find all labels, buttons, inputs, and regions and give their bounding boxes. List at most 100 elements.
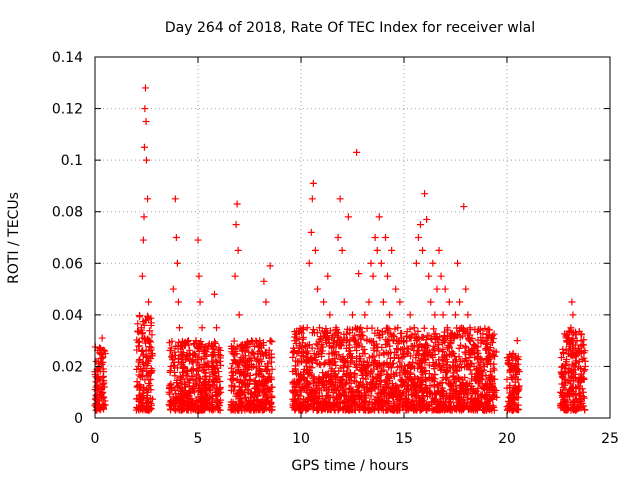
data-point [252, 383, 260, 391]
data-point [389, 393, 397, 401]
data-point [259, 352, 267, 360]
data-point [569, 335, 577, 343]
data-point [361, 311, 369, 319]
data-point [422, 384, 430, 392]
data-point [183, 405, 191, 413]
data-point [581, 347, 589, 355]
data-point [323, 329, 331, 337]
data-point [179, 368, 187, 376]
data-point [457, 341, 465, 349]
data-point [175, 324, 183, 332]
data-point [174, 298, 182, 306]
data-point [235, 311, 243, 319]
data-point [167, 384, 175, 392]
data-point [370, 353, 378, 361]
data-point [328, 350, 336, 358]
x-tick-label: 25 [601, 431, 619, 447]
data-point [332, 348, 340, 356]
data-point [425, 401, 433, 409]
data-point [487, 339, 495, 347]
data-point [228, 403, 236, 411]
plot-frame [94, 56, 611, 419]
data-point [177, 374, 185, 382]
data-point [316, 324, 324, 332]
data-point [352, 378, 360, 386]
data-point [294, 379, 302, 387]
data-point [442, 403, 450, 411]
data-point [217, 361, 225, 369]
data-point [268, 338, 276, 346]
data-point [208, 357, 216, 365]
data-point [237, 342, 245, 350]
data-point [421, 352, 429, 360]
data-point [302, 342, 310, 350]
data-point [179, 402, 187, 410]
y-tick-label: 0.02 [52, 359, 83, 375]
data-point [200, 350, 208, 358]
data-point [455, 353, 463, 361]
data-point [390, 337, 398, 345]
data-point [340, 391, 348, 399]
data-point [561, 375, 569, 383]
data-point [260, 277, 268, 285]
data-point [165, 388, 173, 396]
data-point [259, 395, 267, 403]
data-point [353, 340, 361, 348]
data-point [334, 402, 342, 410]
data-point [140, 384, 148, 392]
data-point [334, 234, 342, 241]
data-point [398, 362, 406, 370]
data-point [358, 343, 366, 351]
data-point [445, 395, 453, 403]
data-point [304, 401, 312, 409]
data-point [435, 356, 443, 364]
data-point [299, 405, 307, 413]
data-point [422, 356, 430, 364]
data-point [146, 382, 154, 390]
data-point [572, 359, 580, 367]
data-point [371, 358, 379, 366]
data-point [309, 326, 317, 334]
data-point [230, 387, 238, 395]
data-point [330, 368, 338, 376]
data-point [436, 362, 444, 370]
data-point [169, 356, 177, 364]
data-point [194, 236, 202, 244]
data-point [371, 234, 379, 241]
data-point [178, 351, 186, 359]
data-point [142, 353, 150, 361]
data-point [402, 375, 410, 383]
data-point [254, 350, 262, 358]
data-point [309, 379, 317, 387]
data-point [315, 360, 323, 368]
data-point [413, 335, 421, 343]
data-point [373, 246, 381, 254]
data-point [236, 356, 244, 364]
data-point [468, 350, 476, 358]
data-point [351, 400, 359, 408]
data-point [134, 362, 142, 370]
data-point [138, 367, 146, 375]
data-point [255, 388, 263, 396]
data-point [509, 372, 517, 380]
data-point [492, 348, 500, 356]
data-point [262, 404, 270, 412]
data-point [139, 318, 147, 326]
data-point [490, 366, 498, 374]
data-point [569, 377, 577, 385]
data-point [474, 350, 482, 358]
data-point [394, 324, 402, 332]
data-point [461, 355, 469, 363]
data-point [303, 404, 311, 412]
y-axis-title: ROTI / TECUs [6, 192, 22, 284]
x-tick-label: 15 [395, 431, 413, 447]
data-point [575, 363, 583, 371]
data-point [172, 351, 180, 359]
data-point [208, 398, 216, 406]
data-point [483, 341, 491, 349]
data-point [472, 375, 480, 383]
data-point [227, 375, 235, 383]
data-point [179, 358, 187, 366]
data-point [250, 393, 258, 401]
data-point [293, 330, 301, 338]
